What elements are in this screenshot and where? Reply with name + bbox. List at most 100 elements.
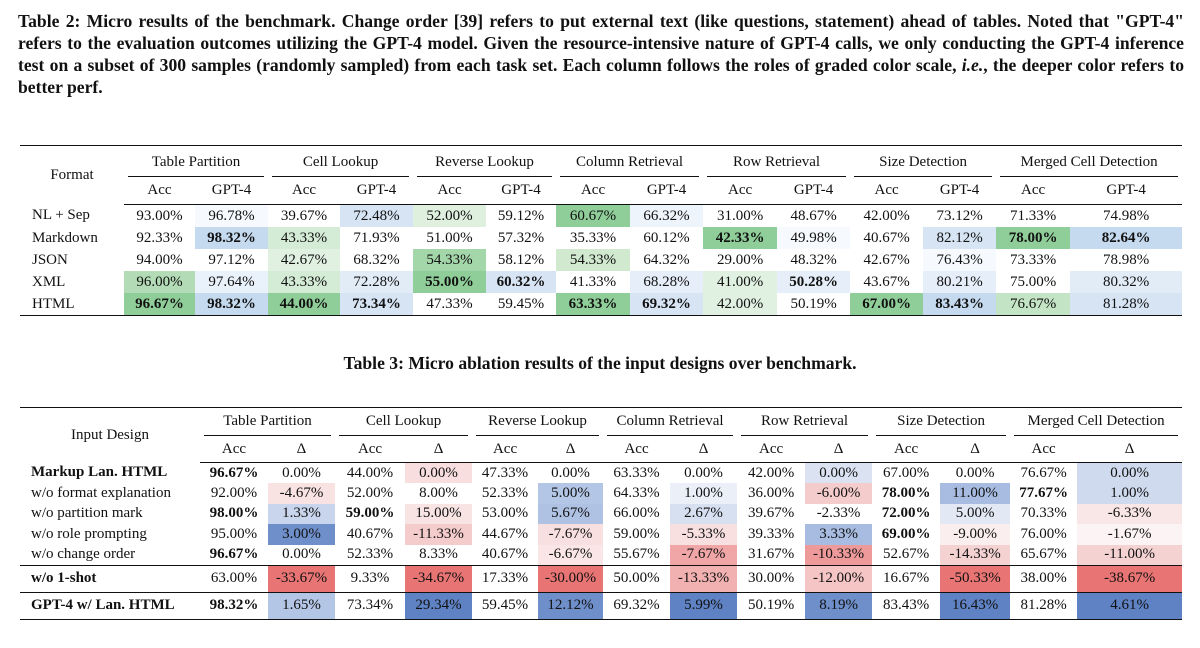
cell-value: 31.67% bbox=[747, 546, 795, 563]
cell-value: 43.67% bbox=[863, 273, 910, 290]
cell-value: -13.33% bbox=[677, 570, 730, 587]
cell-value: 0.00% bbox=[282, 546, 321, 563]
data-cell: 43.67% bbox=[850, 271, 923, 293]
data-cell: 44.67% bbox=[472, 524, 538, 544]
cell-value: 3.33% bbox=[819, 525, 858, 542]
group-label: Size Detection bbox=[854, 154, 993, 177]
row-label: GPT-4 w/ Lan. HTML bbox=[20, 591, 200, 620]
cell-value: -30.00% bbox=[544, 570, 597, 587]
corner-header: Input Design bbox=[71, 426, 149, 443]
data-cell: 98.00% bbox=[200, 504, 268, 524]
cell-value: 76.43% bbox=[936, 251, 983, 268]
data-cell: 98.32% bbox=[195, 293, 269, 316]
table-body: Markup Lan. HTML 96.67% 0.00% 44.00% 0.00% 47… bbox=[20, 462, 1183, 620]
cell-value: 40.67% bbox=[346, 525, 394, 542]
cell-value: 31.00% bbox=[716, 207, 764, 224]
data-cell: 50.00% bbox=[603, 564, 671, 593]
data-cell: 50.19% bbox=[737, 591, 806, 620]
cell-value: 52.00% bbox=[346, 485, 394, 502]
cell-value: 44.67% bbox=[481, 525, 529, 542]
group-header: Cell Lookup bbox=[335, 408, 472, 436]
data-cell: 12.12% bbox=[538, 591, 604, 620]
data-cell: 92.33% bbox=[124, 227, 195, 249]
data-row: w/o partition mark 98.00% 1.33% 59.00% 15.00… bbox=[20, 503, 1183, 525]
data-row: JSON 94.00% 97.12% 42.67% 68.32% 54.33% 58.12%… bbox=[20, 249, 1182, 271]
data-cell: 52.00% bbox=[413, 204, 487, 227]
sub-header: Δ bbox=[268, 436, 336, 463]
cell-value: 0.00% bbox=[955, 464, 995, 481]
data-cell: 73.12% bbox=[923, 205, 996, 228]
cell-value: 96.67% bbox=[209, 546, 259, 563]
data-cell: 4.61% bbox=[1077, 591, 1183, 620]
group-label: Table Partition bbox=[128, 154, 265, 177]
cell-value: 81.28% bbox=[1102, 295, 1150, 312]
sub-header-row: Acc GPT-4 Acc GPT-4 Acc GPT-4 Acc GPT-4 Acc GPT-4… bbox=[20, 177, 1183, 205]
data-cell: 41.00% bbox=[703, 271, 778, 293]
data-row: XML 96.00% 97.64% 43.33% 72.28% 55.00% 60.32% 4… bbox=[20, 271, 1183, 293]
row-label: HTML bbox=[32, 295, 75, 312]
group-label: Column Retrieval bbox=[560, 154, 700, 177]
cell-value: 5.67% bbox=[551, 505, 590, 522]
caption-italic: i.e. bbox=[961, 55, 984, 75]
data-cell: 54.33% bbox=[556, 249, 631, 271]
group-label: Merged Cell Detection bbox=[1000, 154, 1179, 177]
data-cell: 2.67% bbox=[670, 503, 738, 525]
row-label: w/o partition mark bbox=[31, 505, 143, 522]
cell-value: 42.33% bbox=[715, 229, 765, 246]
sub-header: GPT-4 bbox=[486, 177, 557, 205]
cell-value: 71.93% bbox=[353, 229, 400, 246]
table-2: Format Table Partition Cell Lookup Reverse … bbox=[20, 145, 1183, 316]
data-cell: 98.32% bbox=[195, 227, 269, 249]
cell-value: 78.98% bbox=[1102, 251, 1150, 268]
cell-value: 83.43% bbox=[882, 597, 930, 614]
cell-value: 69.32% bbox=[613, 597, 660, 614]
data-cell: 3.33% bbox=[805, 524, 873, 545]
cell-value: 11.00% bbox=[952, 485, 998, 502]
data-cell: 47.33% bbox=[413, 293, 486, 316]
cell-value: 2.67% bbox=[684, 505, 723, 522]
cell-value: 76.67% bbox=[1020, 464, 1067, 481]
data-cell: -12.00% bbox=[805, 564, 873, 593]
cell-value: 44.00% bbox=[346, 464, 394, 481]
group-header: Merged Cell Detection bbox=[1010, 408, 1182, 436]
data-cell: -6.33% bbox=[1077, 503, 1183, 525]
table-body: NL + Sep 93.00% 96.78% 39.67% 72.48% 52.00% 59… bbox=[20, 204, 1183, 316]
data-cell: 97.64% bbox=[195, 271, 269, 293]
data-cell: 42.67% bbox=[268, 249, 341, 271]
cell-value: 59.00% bbox=[345, 505, 395, 522]
cell-value: -4.67% bbox=[279, 485, 324, 502]
data-cell: 93.00% bbox=[124, 205, 195, 228]
data-cell: 38.00% bbox=[1010, 564, 1078, 593]
cell-value: 42.00% bbox=[747, 464, 795, 481]
cell-value: 97.64% bbox=[208, 273, 255, 290]
data-cell: 39.33% bbox=[737, 524, 805, 544]
data-cell: 55.00% bbox=[413, 271, 487, 293]
data-cell: 48.67% bbox=[777, 205, 850, 228]
cell-value: 76.00% bbox=[1020, 525, 1067, 542]
data-cell: -7.67% bbox=[670, 544, 738, 566]
data-cell: 29.34% bbox=[405, 591, 473, 620]
data-cell: 81.28% bbox=[1070, 293, 1183, 316]
group-label: Size Detection bbox=[876, 413, 1007, 436]
data-cell: 92.00% bbox=[200, 483, 268, 503]
data-cell: 59.45% bbox=[472, 591, 539, 620]
data-cell: -1.67% bbox=[1077, 524, 1183, 545]
cell-value: 43.33% bbox=[280, 273, 328, 290]
cell-value: 42.00% bbox=[716, 295, 764, 312]
data-cell: 96.78% bbox=[195, 204, 269, 227]
sub-header: Δ bbox=[538, 436, 604, 463]
data-cell: -14.33% bbox=[940, 544, 1011, 566]
cell-value: 60.67% bbox=[569, 207, 617, 224]
cell-value: 59.12% bbox=[497, 207, 545, 224]
cell-value: 40.67% bbox=[481, 546, 529, 563]
data-cell: 0.00% bbox=[538, 463, 603, 484]
cell-value: 77.67% bbox=[1019, 485, 1068, 502]
cell-value: 93.00% bbox=[136, 207, 183, 224]
data-cell: -11.00% bbox=[1077, 544, 1183, 566]
cell-value: 0.00% bbox=[684, 464, 723, 481]
cell-value: 50.00% bbox=[613, 570, 660, 587]
data-cell: 96.67% bbox=[200, 545, 268, 566]
data-row: Markup Lan. HTML 96.67% 0.00% 44.00% 0.00% 47… bbox=[20, 462, 1183, 484]
row-label: w/o change order bbox=[31, 546, 136, 563]
data-cell: -10.33% bbox=[805, 544, 873, 566]
